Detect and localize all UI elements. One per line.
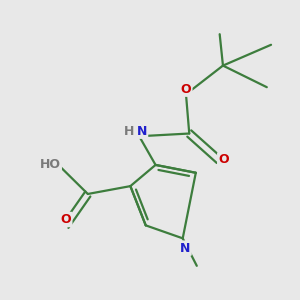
Text: O: O xyxy=(61,213,71,226)
Text: HO: HO xyxy=(40,158,61,171)
Text: H: H xyxy=(124,125,135,138)
Text: N: N xyxy=(180,242,190,255)
Text: O: O xyxy=(181,82,191,96)
Text: O: O xyxy=(218,153,229,166)
Text: N: N xyxy=(136,125,147,138)
